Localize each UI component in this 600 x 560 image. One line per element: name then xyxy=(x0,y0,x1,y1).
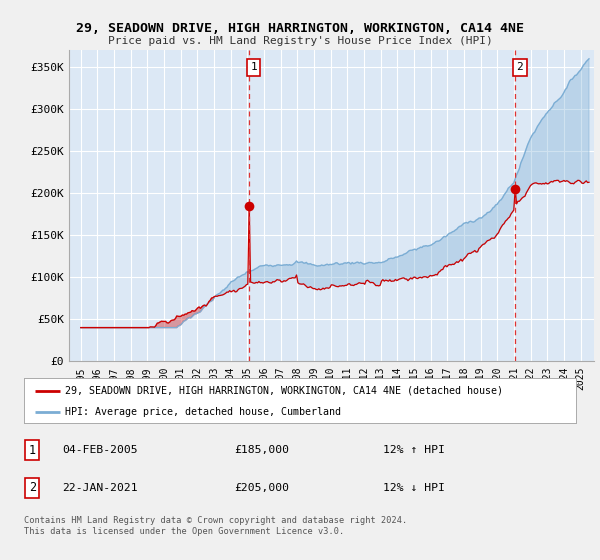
Text: Contains HM Land Registry data © Crown copyright and database right 2024.
This d: Contains HM Land Registry data © Crown c… xyxy=(24,516,407,536)
Text: 1: 1 xyxy=(29,444,36,456)
Text: 12% ↓ HPI: 12% ↓ HPI xyxy=(383,483,445,493)
Text: Price paid vs. HM Land Registry's House Price Index (HPI): Price paid vs. HM Land Registry's House … xyxy=(107,36,493,46)
Text: 22-JAN-2021: 22-JAN-2021 xyxy=(62,483,138,493)
Text: 2: 2 xyxy=(517,62,523,72)
Text: 29, SEADOWN DRIVE, HIGH HARRINGTON, WORKINGTON, CA14 4NE: 29, SEADOWN DRIVE, HIGH HARRINGTON, WORK… xyxy=(76,22,524,35)
Text: 12% ↑ HPI: 12% ↑ HPI xyxy=(383,445,445,455)
Text: £185,000: £185,000 xyxy=(234,445,289,455)
Text: 29, SEADOWN DRIVE, HIGH HARRINGTON, WORKINGTON, CA14 4NE (detached house): 29, SEADOWN DRIVE, HIGH HARRINGTON, WORK… xyxy=(65,385,503,395)
Text: 04-FEB-2005: 04-FEB-2005 xyxy=(62,445,138,455)
Text: 1: 1 xyxy=(250,62,257,72)
Text: HPI: Average price, detached house, Cumberland: HPI: Average price, detached house, Cumb… xyxy=(65,407,341,417)
Text: 2: 2 xyxy=(29,482,36,494)
Text: £205,000: £205,000 xyxy=(234,483,289,493)
